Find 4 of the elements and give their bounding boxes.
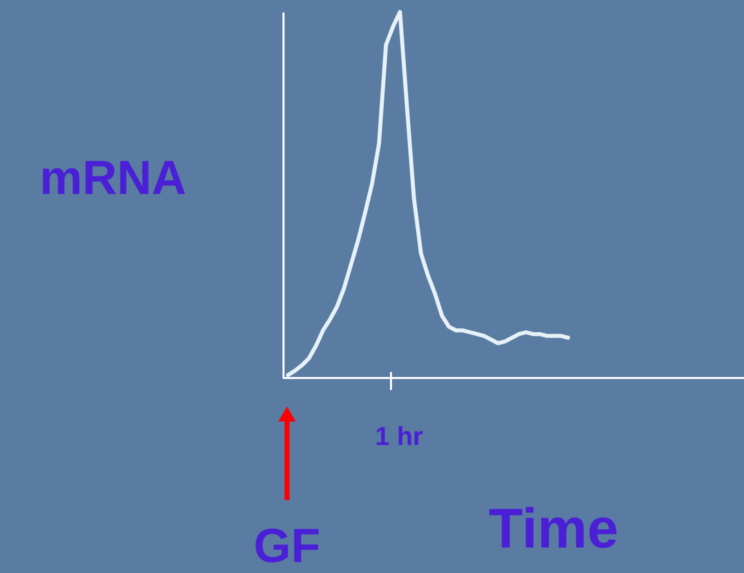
text: GF bbox=[254, 520, 320, 573]
y-axis-title: mRNA bbox=[40, 152, 186, 205]
x-axis-title: Time bbox=[488, 496, 618, 560]
text: 1 hr bbox=[375, 421, 423, 451]
